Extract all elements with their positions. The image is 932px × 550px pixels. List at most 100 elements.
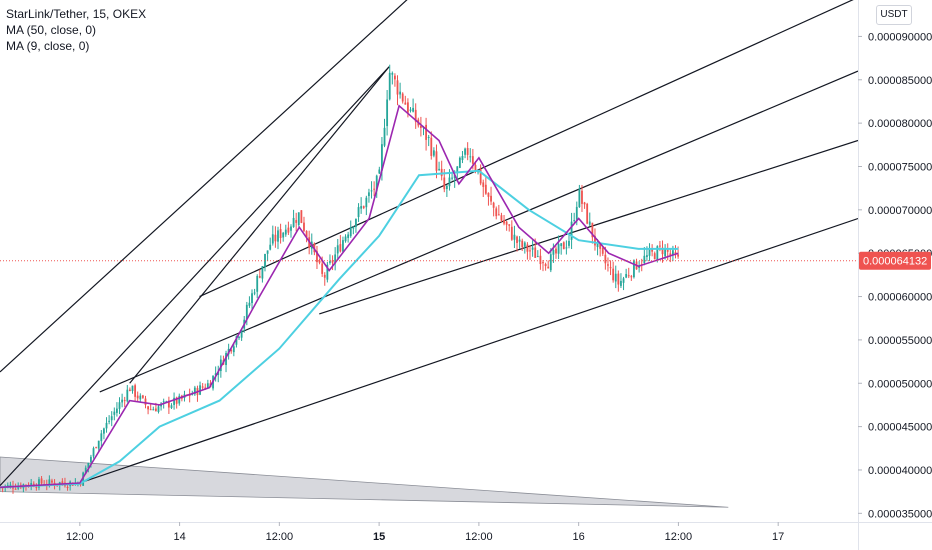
price-tick-label: 0.000090000 (868, 31, 932, 43)
time-tick-label: 12:00 (66, 531, 94, 543)
ma9-legend[interactable]: MA (9, close, 0) (6, 39, 90, 53)
price-tick-label: 0.000080000 (868, 118, 932, 130)
candle-body (193, 387, 196, 395)
candle-body (633, 260, 635, 278)
candle-body (451, 177, 453, 179)
candle-body (581, 190, 583, 204)
candle-body (373, 188, 376, 190)
candle-body (609, 267, 612, 269)
candle-body (217, 371, 220, 375)
candle-body (248, 302, 251, 306)
candle-body (557, 244, 560, 254)
candle-body (526, 244, 529, 252)
candle-body (123, 400, 126, 402)
candle-body (568, 240, 570, 246)
candle-body (230, 349, 233, 352)
candle-body (505, 221, 508, 225)
candle-body (534, 247, 537, 258)
candle-body (66, 486, 69, 488)
candle-body (495, 208, 498, 217)
time-tick-label: 12:00 (665, 531, 693, 543)
candle-body (131, 385, 134, 392)
candle-body (630, 276, 633, 278)
candle-body (284, 229, 287, 235)
candle-body (425, 124, 427, 140)
candle-body (552, 250, 555, 255)
candle-body (464, 148, 466, 155)
candle-body (492, 202, 495, 208)
candle-body (139, 395, 142, 400)
candle-body (167, 400, 170, 408)
candle-body (331, 260, 334, 263)
time-tick-label: 16 (573, 531, 585, 543)
candle-body (362, 206, 365, 208)
candle-body (38, 479, 40, 488)
candle-body (87, 462, 90, 468)
candle-body (269, 244, 272, 250)
candle-body (136, 395, 139, 399)
candle-body (110, 416, 113, 421)
candle-body (531, 247, 534, 250)
candle-body (365, 197, 368, 208)
candle-body (204, 387, 207, 389)
candle-body (355, 219, 357, 227)
candle-body (555, 248, 557, 254)
candle-body (594, 235, 596, 246)
candle-body (388, 72, 391, 100)
candle-body (430, 137, 433, 156)
ma9-line (0, 104, 679, 489)
candle-body (316, 251, 318, 263)
candle-body (264, 253, 266, 267)
candle-body (51, 480, 53, 483)
candle-body (290, 226, 292, 231)
candle-body (152, 409, 155, 411)
candle-body (521, 240, 524, 248)
ma50-legend[interactable]: MA (50, close, 0) (6, 23, 97, 37)
candle-body (412, 107, 415, 112)
candle-body (178, 395, 181, 404)
candle-body (147, 406, 150, 410)
candle-body (516, 236, 518, 243)
candle-body (399, 91, 402, 95)
candle-body (238, 337, 240, 339)
candle-body (461, 155, 464, 160)
candle-body (466, 148, 469, 155)
candle-body (443, 177, 446, 190)
candle-body (232, 346, 235, 353)
candle-body (149, 409, 152, 411)
wedge-shape (0, 456, 729, 508)
candle-body (97, 440, 100, 449)
candle-body (653, 253, 656, 260)
candle-body (297, 212, 300, 226)
candle-body (547, 266, 550, 269)
candle-body (378, 169, 381, 174)
candle-body (128, 389, 131, 392)
last-price-badge (859, 251, 931, 270)
candle-body (394, 75, 396, 80)
channel-line-3 (99, 70, 858, 393)
candle-body (482, 182, 485, 187)
candle-body (607, 264, 609, 266)
candle-body (646, 255, 648, 257)
candle-body (279, 229, 282, 238)
candle-body (448, 177, 451, 187)
symbol-title[interactable]: StarLink/Tether, 15, OKEX (6, 7, 147, 21)
candle-body (292, 217, 295, 227)
candle-body (116, 408, 118, 413)
candle-body (604, 254, 607, 264)
candle-body (427, 136, 430, 138)
candle-body (282, 232, 285, 238)
candle-body (588, 221, 591, 225)
candle-body (126, 389, 129, 402)
candle-body (544, 264, 547, 267)
candle-body (458, 157, 461, 168)
candle-body (108, 420, 111, 422)
candle-body (666, 249, 669, 252)
candle-body (643, 255, 646, 263)
candle-body (672, 250, 674, 255)
candle-body (638, 265, 641, 268)
currency-button[interactable]: USDT (876, 5, 912, 25)
candle-body (256, 275, 259, 292)
